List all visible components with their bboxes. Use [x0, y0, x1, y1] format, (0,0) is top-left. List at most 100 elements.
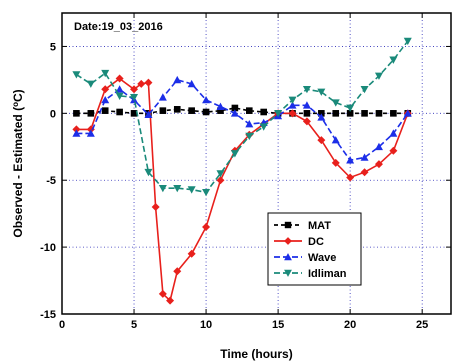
data-point-wave	[86, 129, 95, 137]
y-axis-title-degree: o	[11, 102, 20, 107]
data-point-wave	[245, 120, 254, 128]
data-point-wave	[158, 93, 167, 101]
data-point-dc	[288, 109, 297, 118]
series-wave	[72, 75, 412, 164]
data-point-idliman	[317, 88, 326, 96]
data-point-mat	[260, 108, 268, 116]
data-point-idliman	[403, 37, 412, 46]
data-point-mat	[245, 107, 253, 114]
data-point-dc	[389, 146, 398, 155]
data-point-mat	[231, 104, 239, 112]
legend-marker-idliman	[284, 269, 292, 277]
data-point-idliman	[173, 184, 182, 193]
data-point-wave	[389, 129, 398, 137]
data-point-dc	[115, 74, 124, 83]
series-layer	[72, 37, 412, 305]
legend-label-dc: DC	[308, 236, 324, 248]
series-line-wave	[76, 78, 409, 162]
series-mat	[73, 104, 412, 117]
data-point-mat	[318, 110, 325, 117]
plot-frame	[61, 12, 452, 315]
data-point-wave	[202, 95, 211, 104]
y-tick-label: 0	[50, 108, 56, 120]
data-point-mat	[303, 110, 311, 117]
x-tick-label: 25	[416, 319, 428, 331]
data-point-wave	[216, 102, 225, 110]
data-point-idliman	[72, 71, 81, 79]
data-point-dc	[216, 176, 225, 185]
data-point-idliman	[374, 72, 383, 80]
data-point-dc	[72, 125, 81, 134]
data-point-idliman	[259, 123, 268, 131]
data-point-wave	[72, 129, 81, 137]
data-point-idliman	[302, 85, 311, 94]
data-point-mat	[159, 107, 167, 114]
legend-marker-wave	[284, 253, 292, 261]
data-point-mat	[217, 107, 224, 114]
data-point-mat	[87, 110, 95, 117]
data-point-dc	[151, 202, 160, 211]
data-point-dc	[317, 136, 326, 145]
legend-label-wave: Wave	[308, 252, 336, 264]
data-point-dc	[360, 168, 369, 177]
data-point-idliman	[245, 132, 254, 141]
data-point-dc	[202, 223, 211, 232]
legend-marker-mat	[284, 221, 292, 229]
data-point-mat	[116, 108, 123, 116]
data-point-wave	[374, 142, 383, 151]
data-point-idliman	[202, 188, 211, 197]
data-point-dc	[346, 173, 355, 182]
data-point-mat	[346, 110, 354, 117]
data-point-wave	[101, 95, 110, 104]
y-axis-title-unit: C)	[11, 89, 25, 102]
x-tick-label: 5	[131, 319, 137, 331]
data-point-mat	[361, 110, 368, 117]
data-point-idliman	[230, 150, 239, 158]
data-point-idliman	[331, 99, 340, 107]
x-tick-label: 10	[200, 319, 212, 331]
data-point-idliman	[216, 170, 225, 178]
y-tick-label: -10	[40, 242, 56, 254]
data-point-mat	[188, 107, 195, 114]
data-point-dc	[331, 158, 340, 167]
data-point-idliman	[288, 96, 297, 104]
data-point-idliman	[101, 69, 110, 78]
data-point-mat	[390, 110, 397, 117]
series-idliman	[72, 37, 412, 197]
gridlines	[62, 13, 451, 314]
legend: MAT DC Wave Idliman	[267, 212, 362, 286]
y-tick-label: -5	[46, 175, 56, 187]
data-point-dc	[130, 85, 139, 94]
data-point-dc	[166, 296, 175, 305]
legend-marker-dc	[284, 237, 292, 245]
data-point-idliman	[389, 56, 398, 64]
data-point-mat	[130, 110, 138, 117]
data-point-dc	[144, 78, 153, 87]
data-point-wave	[403, 109, 412, 117]
axis-ticks: 0 5 10 15 20 25 5 0 -5 -10 -15	[40, 13, 451, 331]
data-point-wave	[346, 156, 355, 164]
data-point-wave	[317, 113, 326, 121]
data-point-mat	[101, 107, 109, 114]
y-tick-label: 5	[50, 41, 56, 53]
data-point-mat	[375, 110, 383, 117]
date-annotation: Date:19_03_2016	[74, 21, 163, 33]
data-point-idliman	[130, 93, 139, 102]
data-point-mat	[332, 110, 340, 117]
x-tick-label: 20	[344, 319, 356, 331]
data-point-idliman	[158, 184, 167, 193]
data-point-dc	[173, 267, 182, 276]
data-point-wave	[288, 101, 297, 109]
y-tick-label: -15	[40, 309, 56, 321]
data-point-idliman	[360, 85, 369, 94]
data-point-dc	[302, 117, 311, 126]
data-point-dc	[187, 249, 196, 258]
data-point-mat	[173, 106, 181, 113]
legend-label-mat: MAT	[308, 220, 331, 232]
data-point-mat	[73, 110, 80, 117]
data-point-idliman	[115, 92, 124, 100]
data-point-wave	[360, 153, 369, 161]
data-point-dc	[137, 79, 146, 88]
data-point-idliman	[187, 186, 196, 194]
